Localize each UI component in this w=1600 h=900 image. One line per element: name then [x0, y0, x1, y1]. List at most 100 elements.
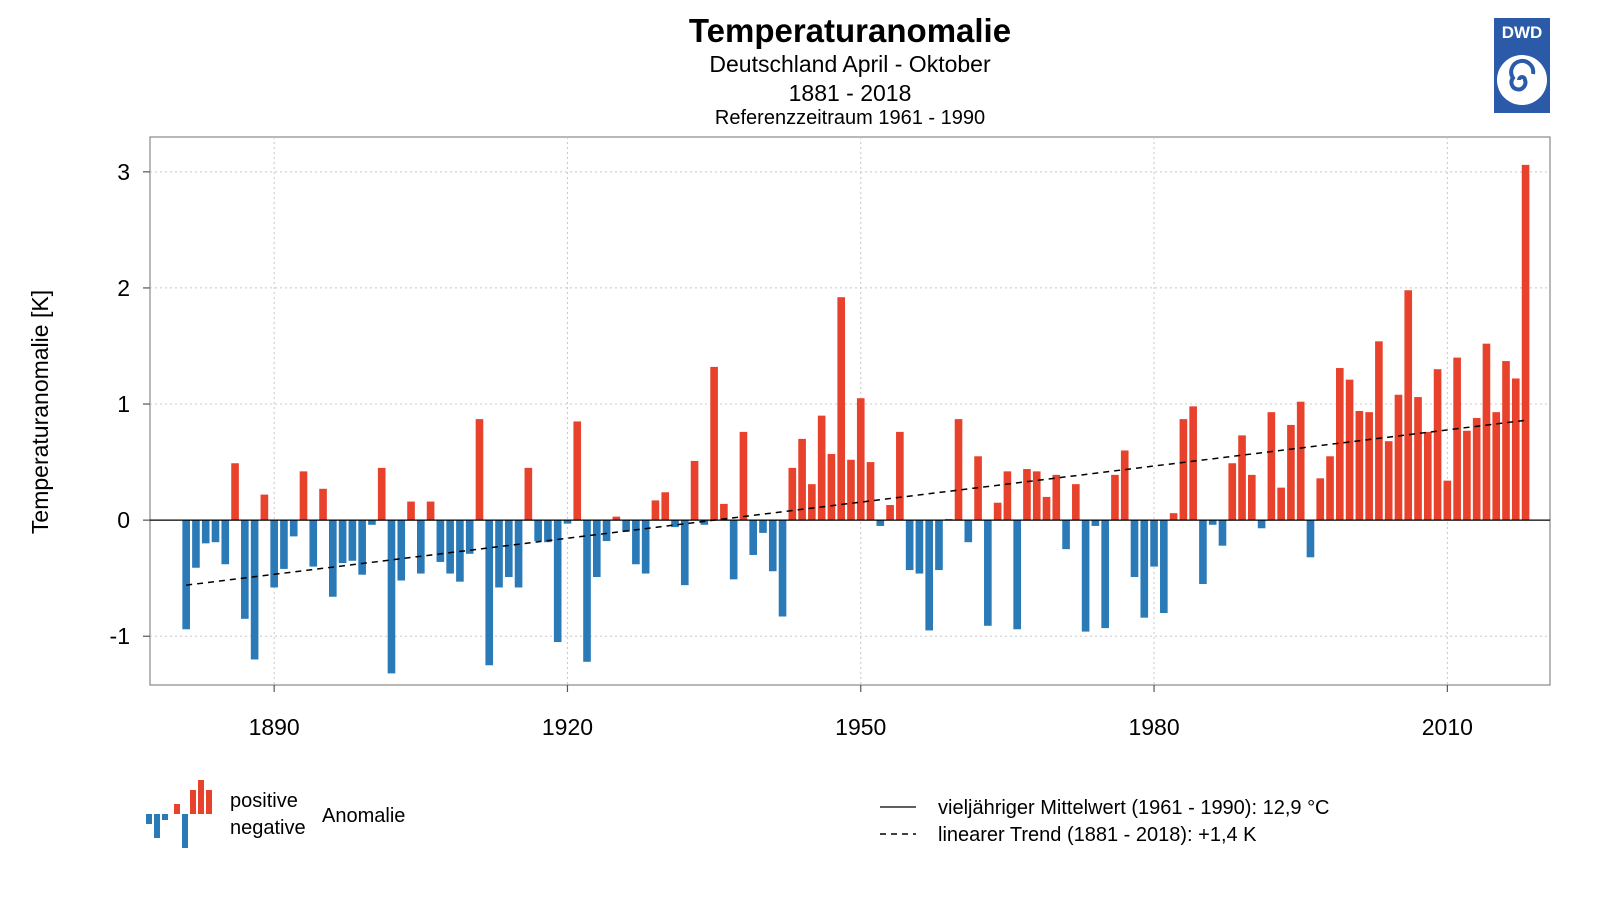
bar-1893: [299, 471, 308, 521]
bar-1976: [1111, 474, 1119, 521]
bar-1955: [905, 520, 914, 571]
bar-1895: [319, 488, 327, 521]
bar-2011: [1453, 357, 1461, 521]
bar-1894: [309, 520, 318, 567]
bar-1933: [690, 460, 699, 521]
bar-1897: [338, 520, 347, 564]
bar-1934: [700, 520, 709, 525]
bar-1996: [1306, 520, 1315, 558]
bar-2009: [1433, 369, 1442, 521]
bar-1905: [416, 520, 425, 574]
bar-1883: [201, 520, 210, 544]
bar-1903: [397, 520, 406, 581]
y-tick-label: 2: [117, 275, 130, 301]
bar-1912: [485, 520, 494, 666]
bar-1931: [671, 520, 679, 528]
bar-1882: [192, 520, 200, 568]
legend-positive: positive: [230, 790, 298, 812]
bar-2018: [1521, 164, 1530, 521]
bar-1961: [964, 520, 973, 543]
bar-1965: [1003, 471, 1012, 521]
bar-2008: [1423, 431, 1432, 521]
legend-mean: vieljähriger Mittelwert (1961 - 1990): 1…: [938, 797, 1330, 819]
bar-1921: [573, 421, 582, 521]
line-legend: vieljähriger Mittelwert (1961 - 1990): 1…: [880, 797, 1330, 846]
bar-1957: [925, 520, 934, 631]
bar-1956: [915, 520, 924, 574]
bar-1949: [847, 459, 855, 521]
bar-2000: [1345, 379, 1354, 521]
bar-2010: [1443, 480, 1452, 521]
bar-1991: [1257, 520, 1266, 529]
bar-1884: [211, 520, 220, 543]
bar-1888: [250, 520, 259, 660]
bar-1947: [827, 453, 836, 521]
bar-1939: [749, 520, 758, 555]
y-tick-label: 3: [117, 159, 130, 185]
legend-bars-icon: [146, 780, 212, 848]
legend-anomalie: Anomalie: [322, 805, 405, 827]
gridlines: [150, 137, 1550, 685]
bar-1917: [534, 520, 542, 542]
chart-title: Temperaturanomalie: [689, 12, 1011, 49]
bar-1927: [632, 520, 640, 565]
x-tick-label: 1890: [249, 714, 300, 740]
bar-1944: [798, 438, 806, 521]
bar-1936: [720, 503, 728, 521]
bar-1928: [641, 520, 650, 574]
bar-1940: [759, 520, 767, 533]
bar-1974: [1091, 520, 1100, 526]
x-tick-label: 1950: [835, 714, 886, 740]
bar-1898: [348, 520, 357, 561]
bar-1978: [1130, 520, 1139, 578]
x-tick-label: 1980: [1128, 714, 1179, 740]
bar-1954: [896, 431, 904, 521]
bar-1942: [778, 520, 787, 617]
bar-1889: [260, 494, 269, 521]
bar-2003: [1375, 341, 1383, 521]
bar-1922: [583, 520, 591, 662]
bar-1960: [954, 419, 963, 521]
bar-1906: [426, 501, 435, 521]
bar-1985: [1199, 520, 1207, 584]
bar-1899: [358, 520, 366, 575]
bar-1886: [231, 463, 239, 521]
bar-1948: [837, 297, 846, 521]
bar-1943: [788, 467, 797, 521]
bar-1887: [241, 520, 249, 619]
bar-1902: [387, 520, 396, 674]
bar-1911: [475, 419, 484, 521]
bar-1950: [856, 398, 865, 521]
bar-1989: [1238, 435, 1246, 521]
bar-1929: [651, 500, 660, 521]
bar-1946: [817, 415, 826, 521]
chart-period: 1881 - 2018: [789, 80, 912, 106]
bar-1966: [1013, 520, 1021, 630]
bar-1969: [1042, 496, 1051, 521]
bar-1935: [710, 366, 718, 521]
bar-1920: [563, 520, 572, 524]
bar-1890: [270, 520, 278, 588]
bar-1919: [553, 520, 562, 643]
bar-1983: [1179, 419, 1188, 521]
bar-2005: [1394, 394, 1403, 521]
bar-1914: [504, 520, 513, 578]
bar-1972: [1072, 484, 1080, 521]
bar-1964: [993, 502, 1002, 521]
bar-1977: [1120, 450, 1129, 521]
bar-1885: [221, 520, 230, 565]
bar-1951: [866, 462, 875, 521]
bar-1984: [1189, 406, 1197, 521]
bar-1986: [1208, 520, 1217, 525]
bar-1958: [935, 520, 943, 571]
bar-1970: [1052, 474, 1061, 521]
y-axis-label: Temperaturanomalie [K]: [27, 290, 53, 534]
trend-line: [186, 419, 1526, 586]
bar-2015: [1492, 412, 1501, 521]
bar-1925: [612, 516, 621, 521]
bar-1975: [1101, 520, 1109, 629]
bar-2001: [1355, 411, 1364, 521]
bar-1915: [514, 520, 523, 588]
bar-1963: [984, 520, 992, 626]
bar-1988: [1228, 463, 1237, 521]
